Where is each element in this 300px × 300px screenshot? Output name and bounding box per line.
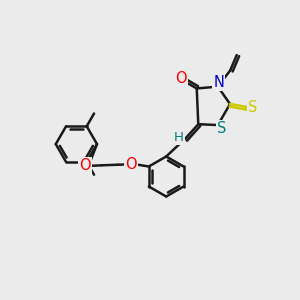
Text: S: S <box>248 100 257 115</box>
Text: N: N <box>213 75 224 90</box>
Text: S: S <box>217 121 226 136</box>
Text: O: O <box>79 158 91 173</box>
Text: H: H <box>174 131 184 144</box>
Text: O: O <box>175 71 187 86</box>
Text: O: O <box>125 157 136 172</box>
